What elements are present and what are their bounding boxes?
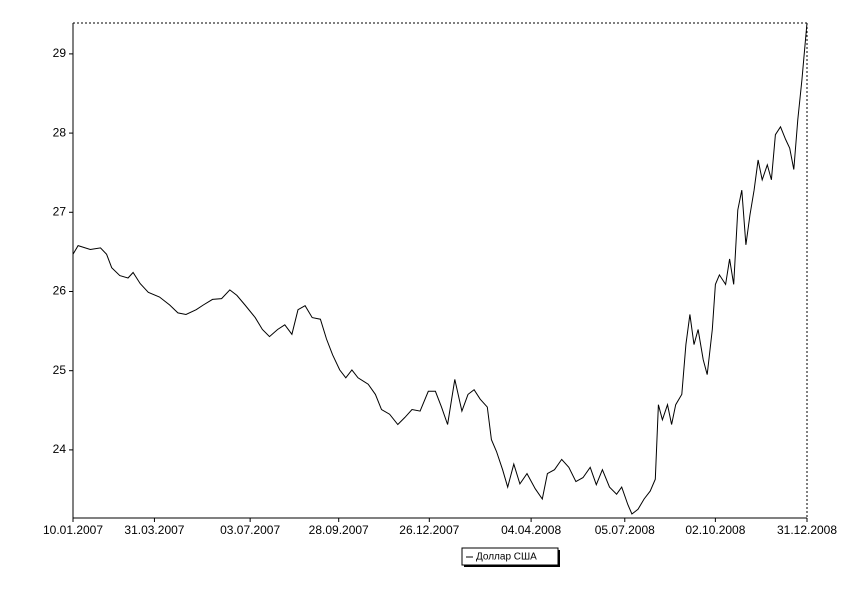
x-tick-label: 02.10.2008 (685, 523, 745, 537)
y-tick-label: 25 (53, 363, 67, 377)
x-tick-label: 26.12.2007 (399, 523, 459, 537)
x-tick-label: 31.03.2007 (124, 523, 184, 537)
x-tick-label: 04.04.2008 (501, 523, 561, 537)
y-tick-label: 26 (53, 284, 67, 298)
x-tick-label: 28.09.2007 (309, 523, 369, 537)
x-tick-label: 03.07.2007 (220, 523, 280, 537)
y-tick-label: 29 (53, 46, 67, 60)
x-tick-label: 10.01.2007 (43, 523, 103, 537)
line-series (72, 22, 808, 515)
legend-label: Доллар США (476, 552, 537, 563)
y-tick-label: 28 (53, 125, 67, 139)
x-tick-label: 31.12.2008 (777, 523, 837, 537)
x-tick-label: 05.07.2008 (595, 523, 655, 537)
y-tick-label: 27 (53, 204, 67, 218)
y-tick-label: 24 (53, 442, 67, 456)
legend-box (461, 547, 559, 566)
